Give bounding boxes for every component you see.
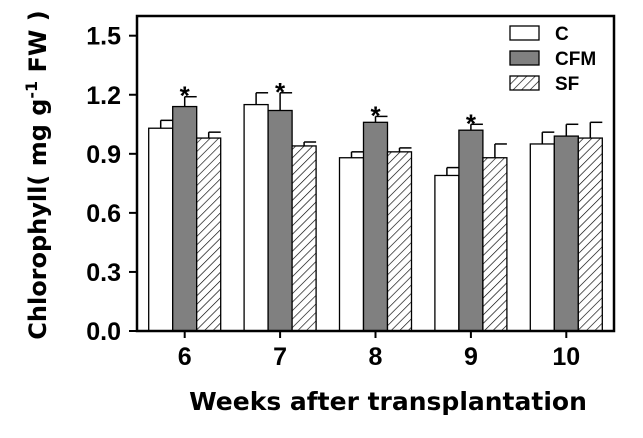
y-tick-label: 0.3 bbox=[86, 259, 121, 287]
bar-sf bbox=[196, 137, 222, 332]
x-axis-title: Weeks after transplantation bbox=[189, 387, 587, 416]
bar-c bbox=[529, 143, 555, 332]
legend-swatch-sf bbox=[509, 75, 540, 91]
y-axis-title: Chlorophyll( mg g-1 FW ) bbox=[22, 10, 52, 339]
significance-marker: * bbox=[275, 77, 286, 107]
bar-sf bbox=[386, 151, 413, 332]
bar-c bbox=[243, 103, 269, 332]
plot-area: 0.0 0.3 0.6 0.9 1.2 1.5 6 7 8 9 10 * * * * bbox=[86, 14, 616, 371]
x-tick-label: 9 bbox=[464, 343, 478, 371]
y-tick-label: 1.5 bbox=[86, 23, 121, 51]
bar-cfm bbox=[267, 109, 293, 332]
bar-sf bbox=[577, 137, 603, 332]
bar-c bbox=[148, 127, 174, 332]
legend: C CFM SF bbox=[509, 24, 596, 95]
bar-sf bbox=[482, 157, 508, 332]
bar-c bbox=[434, 174, 460, 332]
bar-c bbox=[338, 157, 365, 332]
bar-cfm bbox=[172, 105, 198, 332]
legend-label-sf: SF bbox=[555, 74, 579, 95]
x-tick-label: 8 bbox=[369, 343, 383, 371]
bar-cfm bbox=[362, 121, 389, 332]
x-tick-label: 6 bbox=[178, 343, 192, 371]
significance-marker: * bbox=[466, 108, 477, 138]
y-axis-title-superscript: -1 bbox=[22, 81, 41, 99]
bar-cfm bbox=[553, 135, 579, 332]
y-tick-label: 1.2 bbox=[86, 82, 121, 110]
y-tick-label: 0.0 bbox=[86, 318, 121, 346]
y-axis-title-main: Chlorophyll( mg g bbox=[24, 99, 52, 340]
legend-swatch-cfm bbox=[509, 50, 540, 66]
legend-swatch-c bbox=[509, 25, 540, 41]
x-tick-label: 7 bbox=[273, 343, 287, 371]
legend-label-cfm: CFM bbox=[555, 49, 596, 70]
legend-label-c: C bbox=[555, 24, 569, 45]
significance-marker: * bbox=[370, 100, 381, 130]
y-axis-title-tail: FW ) bbox=[24, 10, 52, 81]
x-tick-label: 10 bbox=[552, 343, 580, 371]
bar-sf bbox=[291, 145, 317, 332]
plot-frame bbox=[135, 14, 616, 333]
bar-cfm bbox=[458, 129, 484, 332]
y-tick-label: 0.9 bbox=[86, 141, 121, 169]
significance-marker: * bbox=[180, 81, 191, 111]
y-tick-label: 0.6 bbox=[86, 200, 121, 228]
